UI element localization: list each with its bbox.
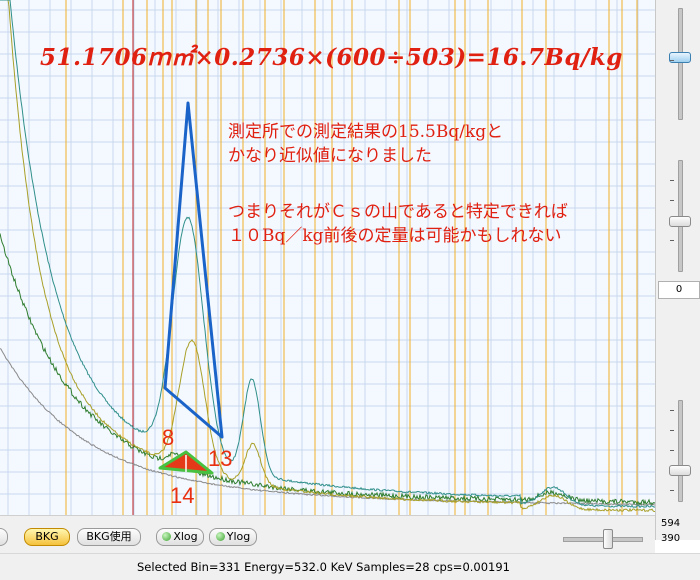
slider-tick	[670, 490, 674, 491]
status-bar: Selected Bin=331 Energy=532.0 KeV Sample…	[0, 553, 700, 580]
conclusion-note-line-1: つまりそれがＣｓの山であると特定できれば	[228, 202, 568, 222]
energy-marker-lines	[65, 0, 638, 515]
range-min-value: 390	[661, 533, 681, 544]
comparison-note-line-1: 測定所での測定結果の15.5Bq/kgと	[228, 122, 504, 142]
xlog-label: Xlog	[173, 530, 198, 543]
vertical-slider-thumb-bottom[interactable]	[669, 465, 691, 476]
count-label-8: 8	[162, 425, 175, 450]
slider-tick	[670, 410, 674, 411]
horizontal-slider-thumb[interactable]	[603, 529, 613, 549]
toggle-indicator-icon	[162, 532, 172, 541]
bottom-toolbar: ... BKG BKG使用 Xlog Ylog	[0, 515, 655, 554]
bkg-button[interactable]: BKG	[24, 528, 70, 546]
conclusion-note: つまりそれがＣｓの山であると特定できれば １０Bq／kg前後の定量は可能かもしれ…	[228, 200, 568, 248]
spectrum-series-gray	[0, 348, 655, 506]
xlog-toggle[interactable]: Xlog	[156, 528, 204, 546]
spectrum-series-olive	[0, 0, 655, 513]
comparison-note-line-2: かなり近似値になりました	[228, 146, 432, 166]
comparison-note: 測定所での測定結果の15.5Bq/kgと かなり近似値になりました	[228, 120, 503, 168]
vertical-slider-thumb-top[interactable]	[669, 52, 691, 63]
vertical-slider-track-top[interactable]	[678, 8, 683, 120]
formula-annotation: 51.1706ｍ㎡×0.2736×(600÷503)=16.7Bq/kg	[40, 44, 623, 71]
grid-lines	[0, 0, 655, 515]
count-label-13: 13	[208, 446, 233, 471]
partial-toolbar-button[interactable]: ...	[0, 528, 8, 546]
status-text: Selected Bin=331 Energy=532.0 KeV Sample…	[137, 560, 511, 574]
vertical-slider-thumb-middle[interactable]	[669, 216, 691, 227]
slider-tick	[670, 240, 674, 241]
spectrum-canvas[interactable]	[0, 0, 655, 515]
slider-tick	[670, 450, 674, 451]
ylog-toggle[interactable]: Ylog	[209, 528, 257, 546]
range-max-value: 594	[661, 518, 681, 529]
slider-tick	[670, 430, 674, 431]
slider-value-field[interactable]: 0	[658, 281, 700, 299]
spectrum-plot[interactable]: 51.1706ｍ㎡×0.2736×(600÷503)=16.7Bq/kg 測定所…	[0, 0, 655, 515]
slider-tick	[670, 200, 674, 201]
ylog-label: Ylog	[226, 530, 251, 543]
slider-tick	[670, 180, 674, 181]
spectrum-series-green	[0, 233, 655, 506]
slider-tick	[670, 60, 674, 61]
spectrum-series-teal	[0, 0, 655, 509]
count-label-14: 14	[170, 483, 195, 508]
peak-area-overlay	[163, 101, 224, 439]
right-control-panel: 0	[655, 0, 700, 540]
toggle-indicator-icon	[215, 532, 225, 541]
conclusion-note-line-2: １０Bq／kg前後の定量は可能かもしれない	[228, 226, 562, 246]
vertical-slider-track-bottom[interactable]	[678, 400, 683, 502]
bkg-use-button[interactable]: BKG使用	[77, 528, 141, 546]
